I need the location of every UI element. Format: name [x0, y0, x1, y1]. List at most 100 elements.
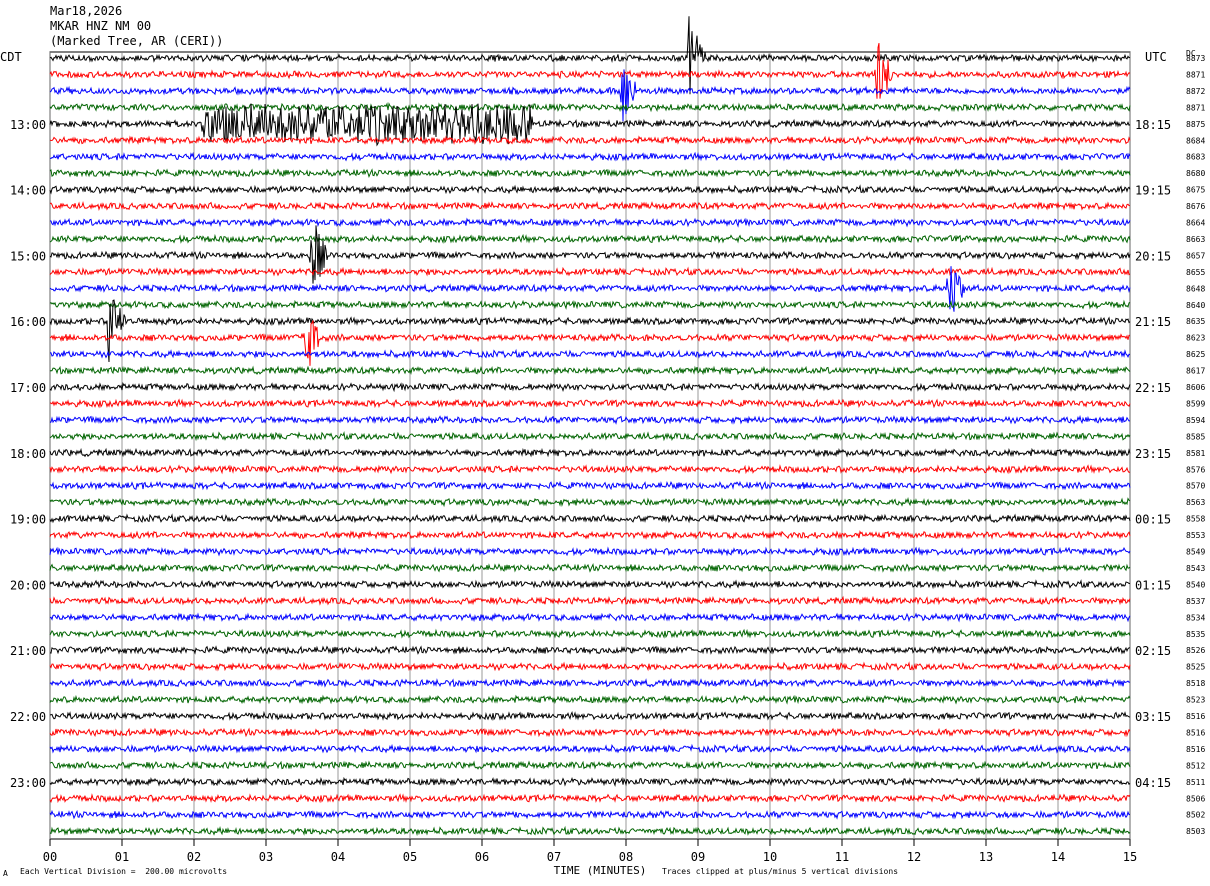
right-time-label: 21:15 — [1135, 315, 1171, 329]
seismic-trace — [49, 628, 1131, 639]
x-tick-label: 15 — [1123, 850, 1137, 864]
x-tick-label: 08 — [619, 850, 633, 864]
x-tick-label: 00 — [43, 850, 57, 864]
dc-offset-label: 8594 — [1186, 416, 1205, 425]
seismic-trace — [49, 430, 1131, 442]
right-time-label: 00:15 — [1135, 513, 1171, 527]
dc-offset-label: 8518 — [1186, 679, 1205, 688]
x-tick-label: 10 — [763, 850, 777, 864]
right-zone-label: UTC — [1145, 50, 1167, 64]
dc-offset-label: 8675 — [1186, 186, 1205, 195]
seismic-trace — [49, 348, 1131, 359]
left-time-label: 22:00 — [10, 710, 46, 724]
dc-offset-label: 8581 — [1186, 449, 1205, 458]
corner-mark: A — [3, 869, 8, 878]
x-tick-label: 13 — [979, 850, 993, 864]
dc-offset-label: 8676 — [1186, 202, 1205, 211]
dc-offset-label: 8664 — [1186, 219, 1205, 228]
dc-offset-label: 8570 — [1186, 482, 1205, 491]
clip-note: Traces clipped at plus/minus 5 vertical … — [662, 867, 899, 876]
dc-offset-label: 8606 — [1186, 383, 1205, 392]
dc-offset-label: 8526 — [1186, 646, 1205, 655]
right-time-label: 19:15 — [1135, 184, 1171, 198]
left-time-label: 13:00 — [10, 118, 46, 132]
seismic-trace — [49, 381, 1131, 393]
seismic-trace — [49, 266, 1131, 277]
dc-offset-label: 8534 — [1186, 613, 1205, 622]
dc-offset-label: 8553 — [1186, 531, 1205, 540]
dc-offset-label: 8563 — [1186, 498, 1205, 507]
dc-offset-label: 8525 — [1186, 663, 1205, 672]
x-tick-label: 07 — [547, 850, 561, 864]
seismic-trace — [49, 793, 1131, 804]
seismic-trace — [49, 217, 1131, 228]
left-time-label: 20:00 — [10, 578, 46, 592]
dc-offset-label: 8512 — [1186, 761, 1205, 770]
x-tick-label: 04 — [331, 850, 345, 864]
seismic-trace — [49, 546, 1131, 557]
dc-offset-label: 8872 — [1186, 87, 1205, 96]
seismic-trace — [49, 69, 1131, 122]
left-zone-label: CDT — [0, 50, 22, 64]
left-time-label: 19:00 — [10, 513, 46, 527]
dc-offset-label: 8599 — [1186, 399, 1205, 408]
seismic-trace — [49, 447, 1131, 458]
seismic-trace — [49, 266, 1131, 312]
dc-offset-label: 8648 — [1186, 284, 1205, 293]
seismic-trace — [49, 233, 1131, 244]
right-time-label: 03:15 — [1135, 710, 1171, 724]
seismic-trace — [49, 184, 1131, 195]
seismic-trace — [49, 16, 1131, 95]
right-time-label: 23:15 — [1135, 447, 1171, 461]
dc-offset-label: 8506 — [1186, 794, 1205, 803]
left-time-label: 14:00 — [10, 184, 46, 198]
scale-note: Each Vertical Division = 200.00 microvol… — [20, 867, 228, 876]
seismic-trace — [49, 677, 1131, 688]
dc-offset-label: 8516 — [1186, 712, 1205, 721]
dc-offset-label: 8635 — [1186, 317, 1205, 326]
dc-offset-label: 8523 — [1186, 696, 1205, 705]
seismic-trace — [49, 299, 1131, 363]
dc-offset-label: 8640 — [1186, 301, 1205, 310]
seismic-trace — [49, 414, 1130, 425]
seismic-trace — [49, 151, 1131, 162]
seismic-trace — [49, 225, 1131, 284]
dc-offset-label: 8537 — [1186, 597, 1205, 606]
seismic-trace — [49, 661, 1131, 672]
dc-offset-label: 8549 — [1186, 548, 1205, 557]
header-date: Mar18,2026 — [50, 4, 123, 18]
right-time-label: 01:15 — [1135, 578, 1171, 592]
dc-offset-label: 8657 — [1186, 251, 1205, 260]
seismic-trace — [49, 497, 1131, 508]
seismic-trace — [49, 200, 1131, 211]
x-tick-label: 01 — [115, 850, 129, 864]
left-time-label: 18:00 — [10, 447, 46, 461]
dc-offset-label: 8516 — [1186, 728, 1205, 737]
x-tick-label: 03 — [259, 850, 273, 864]
dc-offset-label: 8502 — [1186, 811, 1205, 820]
seismic-trace — [49, 42, 1131, 99]
dc-offset-label: 8871 — [1186, 103, 1205, 112]
dc-offset-label: 8585 — [1186, 432, 1205, 441]
dc-label: DC — [1186, 49, 1196, 58]
dc-offset-label: 8511 — [1186, 778, 1205, 787]
dc-offset-label: 8617 — [1186, 367, 1205, 376]
right-time-label: 04:15 — [1135, 776, 1171, 790]
header-location: (Marked Tree, AR (CERI)) — [50, 34, 224, 48]
seismic-trace — [49, 760, 1131, 771]
seismic-trace — [49, 809, 1131, 820]
left-time-label: 15:00 — [10, 249, 46, 263]
right-time-label: 02:15 — [1135, 644, 1171, 658]
dc-offset-label: 8558 — [1186, 515, 1205, 524]
x-axis-label: TIME (MINUTES) — [554, 864, 647, 877]
seismic-trace — [49, 710, 1131, 721]
right-time-label: 22:15 — [1135, 381, 1171, 395]
dc-offset-label: 8683 — [1186, 153, 1205, 162]
dc-offset-label: 8684 — [1186, 136, 1205, 145]
seismic-trace — [49, 168, 1131, 178]
seismic-trace — [49, 103, 1131, 147]
seismic-trace — [49, 135, 1131, 146]
seismic-trace — [49, 694, 1131, 705]
seismic-trace — [49, 464, 1131, 475]
